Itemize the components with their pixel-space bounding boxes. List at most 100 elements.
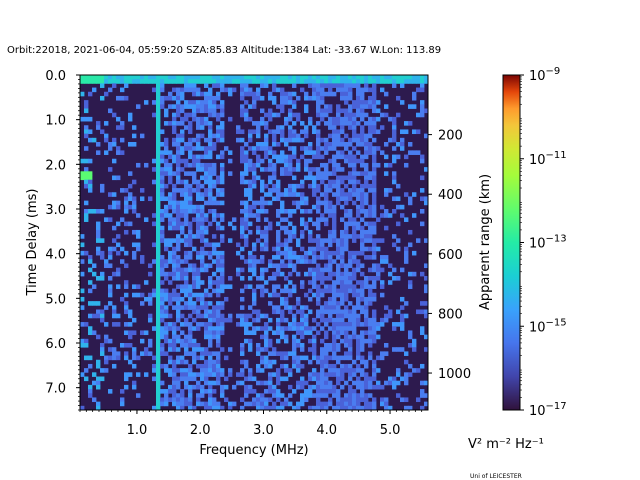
heatmap-cell xyxy=(416,309,421,315)
heatmap-cell xyxy=(204,326,209,331)
heatmap-cell xyxy=(384,405,389,410)
heatmap-cell xyxy=(184,221,189,227)
heatmap-cell xyxy=(372,204,377,210)
heatmap-cell xyxy=(320,200,325,206)
heatmap-cell xyxy=(284,355,289,361)
heatmap-cell xyxy=(312,317,317,323)
heatmap-cell xyxy=(360,112,365,118)
heatmap-cell xyxy=(240,225,245,231)
heatmap-cell xyxy=(308,158,313,164)
heatmap-cell xyxy=(80,171,85,176)
heatmap-cell xyxy=(84,322,89,327)
heatmap-cell xyxy=(88,363,93,369)
heatmap-cell xyxy=(332,167,337,172)
heatmap-cell xyxy=(364,171,369,176)
heatmap-cell xyxy=(256,79,261,84)
heatmap-cell xyxy=(340,301,345,306)
heatmap-cell xyxy=(248,221,253,227)
heatmap-cell xyxy=(92,284,97,289)
heatmap-cell xyxy=(300,179,305,185)
heatmap-cell xyxy=(192,108,197,114)
heatmap-cell xyxy=(296,255,301,260)
heatmap-cell xyxy=(336,255,341,260)
heatmap-cell xyxy=(108,338,113,344)
heatmap-cell xyxy=(340,259,345,264)
heatmap-cell xyxy=(92,397,97,403)
heatmap-cell xyxy=(348,91,353,97)
heatmap-cell xyxy=(280,301,285,306)
heatmap-cell xyxy=(240,91,245,97)
heatmap-cell xyxy=(256,75,261,80)
heatmap-cell xyxy=(332,154,337,160)
heatmap-cell xyxy=(316,204,321,210)
heatmap-cell xyxy=(192,276,197,281)
heatmap-cell xyxy=(244,217,249,222)
heatmap-cell xyxy=(172,204,177,210)
heatmap-cell xyxy=(184,75,189,80)
heatmap-cell xyxy=(324,330,329,336)
heatmap-cell xyxy=(340,322,345,327)
heatmap-cell xyxy=(204,334,209,340)
heatmap-cell xyxy=(316,108,321,114)
x-tick-label: 3.0 xyxy=(253,423,274,438)
heatmap-cell xyxy=(344,405,349,410)
heatmap-cell xyxy=(184,87,189,93)
heatmap-cell xyxy=(156,221,161,227)
heatmap-cell xyxy=(280,242,285,248)
heatmap-cell xyxy=(372,334,377,340)
heatmap-cell xyxy=(268,384,273,390)
heatmap-cell xyxy=(168,225,173,231)
heatmap-cell xyxy=(212,95,217,101)
heatmap-cell xyxy=(188,125,193,130)
heatmap-cell xyxy=(264,133,269,139)
heatmap-cell xyxy=(388,380,393,386)
heatmap-cell xyxy=(336,142,341,147)
credit-text: Uni of LEICESTER xyxy=(470,473,522,480)
heatmap-cell xyxy=(84,213,89,218)
heatmap-cell xyxy=(364,280,369,285)
heatmap-cell xyxy=(320,401,325,407)
heatmap-cell xyxy=(372,401,377,407)
heatmap-cell xyxy=(204,95,209,101)
heatmap-cell xyxy=(332,158,337,164)
heatmap-cell xyxy=(348,263,353,269)
heatmap-cell xyxy=(344,355,349,361)
heatmap-cell xyxy=(404,255,409,260)
heatmap-cell xyxy=(160,313,165,319)
heatmap-cell xyxy=(176,225,181,231)
heatmap-cell xyxy=(316,405,321,410)
heatmap-cell xyxy=(344,209,349,214)
heatmap-cell xyxy=(172,225,177,231)
heatmap-cell xyxy=(192,376,197,382)
heatmap-cell xyxy=(156,146,161,151)
heatmap-cell xyxy=(200,121,205,126)
heatmap-cell xyxy=(324,255,329,260)
heatmap-cell xyxy=(244,225,249,231)
heatmap-cell xyxy=(132,142,137,147)
heatmap-cell xyxy=(152,158,157,164)
heatmap-cell xyxy=(304,150,309,155)
heatmap-cell xyxy=(328,91,333,97)
heatmap-cell xyxy=(192,75,197,80)
heatmap-cell xyxy=(316,376,321,382)
heatmap-cell xyxy=(260,359,265,365)
heatmap-cell xyxy=(312,372,317,377)
heatmap-cell xyxy=(256,343,261,348)
heatmap-cell xyxy=(344,192,349,197)
heatmap-cell xyxy=(208,338,213,344)
heatmap-cell xyxy=(316,322,321,327)
heatmap-cell xyxy=(284,162,289,168)
heatmap-cell xyxy=(368,401,373,407)
heatmap-cell xyxy=(156,209,161,214)
heatmap-cell xyxy=(412,347,417,352)
heatmap-cell xyxy=(340,313,345,319)
heatmap-cell xyxy=(324,351,329,356)
heatmap-cell xyxy=(180,79,185,84)
heatmap-cell xyxy=(416,368,421,373)
heatmap-cell xyxy=(348,234,353,239)
heatmap-cell xyxy=(168,104,173,109)
heatmap-cell xyxy=(332,384,337,390)
heatmap-cell xyxy=(244,75,249,80)
y2-tick-label: 200 xyxy=(438,129,463,144)
heatmap-cell xyxy=(104,263,109,269)
